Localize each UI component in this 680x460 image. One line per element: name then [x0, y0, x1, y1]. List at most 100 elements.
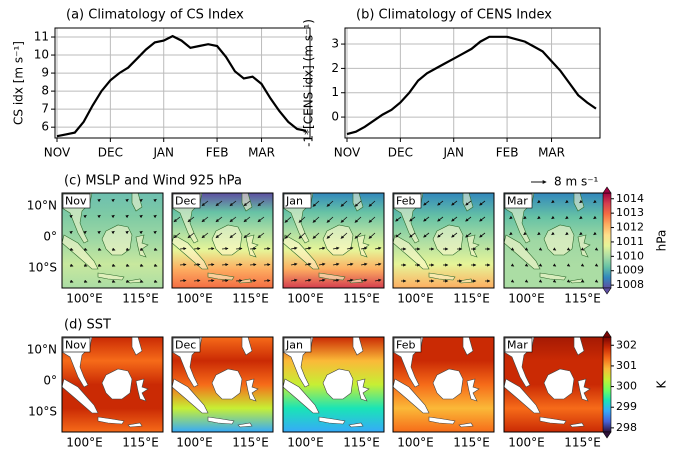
- colorbar-tick-label: 302: [616, 338, 637, 351]
- wind-arrow: [139, 214, 143, 219]
- land: [348, 422, 364, 428]
- land: [428, 416, 456, 425]
- wind-arrow: [580, 263, 585, 267]
- lon-tick-label: 115°E: [453, 292, 490, 306]
- land: [283, 378, 320, 414]
- wind-arrow: [368, 216, 376, 223]
- wind-arrow: [312, 200, 320, 207]
- wind-arrow: [465, 216, 472, 222]
- wind-arrow: [111, 247, 116, 251]
- wind-arrow: [510, 279, 515, 283]
- wind-arrow: [97, 263, 102, 267]
- land: [241, 337, 253, 356]
- wind-arrow: [354, 232, 362, 239]
- lon-tick-label: 100°E: [508, 292, 545, 306]
- lon-tick-label: 100°E: [397, 292, 434, 306]
- wind-arrow: [340, 232, 348, 239]
- wind-arrow: [111, 214, 115, 219]
- colorbar: [602, 192, 612, 289]
- wind-arrow: [509, 231, 513, 236]
- land: [462, 337, 474, 356]
- colorbar-tick-label: 1012: [616, 221, 644, 234]
- land: [172, 234, 209, 270]
- month-label: Dec: [175, 339, 196, 352]
- wind-arrow: [215, 200, 223, 207]
- lon-tick-label: 115°E: [343, 292, 380, 306]
- y-tick-label: 9: [41, 66, 49, 80]
- plot-frame: [344, 27, 601, 139]
- land: [101, 368, 133, 400]
- wind-arrow: [312, 216, 320, 223]
- land: [352, 337, 364, 356]
- wind-arrow: [523, 231, 527, 236]
- wind-arrow: [332, 246, 340, 250]
- colorbar-tick-label: 301: [616, 359, 637, 372]
- wind-arrow: [111, 279, 116, 283]
- chart-title: (d) SST: [64, 318, 111, 333]
- wind-arrow: [423, 200, 430, 206]
- wind-arrow: [257, 232, 265, 239]
- wind-arrow: [593, 215, 597, 220]
- wind-arrow: [193, 247, 201, 251]
- lat-tick-label: 10°N: [27, 198, 57, 212]
- wind-arrow: [201, 216, 209, 223]
- land: [393, 234, 430, 270]
- wind-arrow: [304, 278, 312, 282]
- wind-arrow: [235, 263, 243, 267]
- month-label: Feb: [396, 195, 415, 208]
- wind-arrow: [510, 247, 515, 251]
- land: [318, 416, 346, 425]
- wind-arrow: [257, 200, 265, 207]
- wind-arrow: [249, 279, 257, 283]
- wind-arrow: [304, 246, 312, 250]
- wind-arrow: [551, 199, 555, 204]
- wind-arrow: [479, 232, 486, 238]
- wind-arrow: [235, 279, 243, 283]
- land: [237, 422, 253, 428]
- colorbar-tick-label: 1009: [616, 264, 644, 277]
- wind-arrow: [538, 279, 543, 283]
- wind-arrow: [332, 278, 340, 282]
- wind-arrow: [552, 247, 557, 251]
- lat-tick-label: 0°: [43, 373, 57, 387]
- land: [573, 337, 585, 356]
- lon-tick-label: 115°E: [122, 436, 159, 450]
- wind-arrow: [153, 230, 157, 235]
- colorbar-tick-label: 300: [616, 380, 637, 393]
- land: [127, 422, 143, 428]
- wind-arrow: [360, 262, 368, 266]
- x-tick-label: JAN: [152, 146, 174, 160]
- wind-arrow: [229, 232, 237, 239]
- wind-arrow: [187, 216, 195, 223]
- land: [577, 378, 591, 402]
- x-tick-label: JAN: [442, 146, 464, 160]
- wind-arrow: [566, 263, 571, 267]
- month-label-box: [393, 193, 422, 209]
- wind-arrow: [97, 214, 101, 219]
- wind-arrow: [290, 246, 298, 250]
- panel-frame: [171, 192, 274, 289]
- lon-tick-label: 115°E: [564, 436, 601, 450]
- wind-arrow: [552, 279, 557, 283]
- wind-arrow: [215, 232, 223, 239]
- wind-arrow: [173, 232, 181, 239]
- wind-arrow: [179, 279, 187, 283]
- colorbar-tick-label: 1014: [616, 192, 644, 205]
- wind-arrow: [346, 262, 354, 266]
- y-tick-label: 7: [41, 102, 49, 116]
- wind-arrow: [229, 200, 237, 207]
- wind-arrow: [83, 263, 88, 267]
- wind-arrow: [579, 231, 583, 236]
- month-label-box: [62, 337, 91, 353]
- land: [543, 368, 575, 400]
- land: [569, 422, 585, 428]
- wind-arrow: [139, 230, 143, 235]
- wind-arrow: [249, 247, 257, 251]
- wind-arrow: [566, 247, 571, 251]
- wind-arrow: [374, 246, 382, 250]
- x-tick-label: NOV: [334, 146, 361, 160]
- panel-frame: [392, 336, 495, 433]
- wind-arrow: [537, 215, 541, 220]
- wind-arrow: [594, 263, 599, 267]
- wind-arrow: [368, 200, 376, 207]
